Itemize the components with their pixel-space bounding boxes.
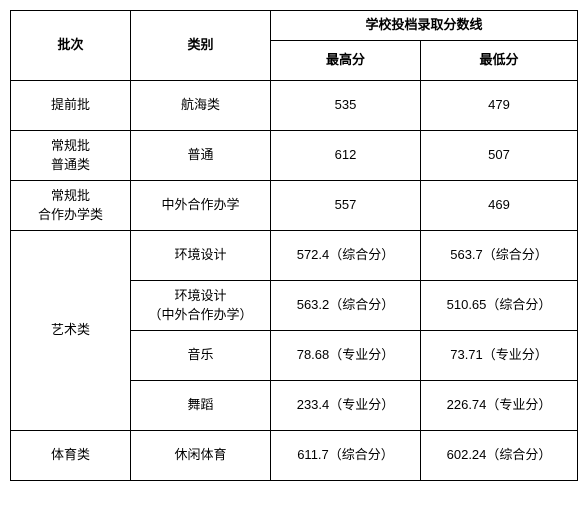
cell-category: 环境设计（中外合作办学） bbox=[131, 281, 271, 331]
header-lowest: 最低分 bbox=[421, 41, 578, 81]
cell-highest: 78.68（专业分） bbox=[271, 331, 421, 381]
cell-category: 普通 bbox=[131, 131, 271, 181]
header-batch: 批次 bbox=[11, 11, 131, 81]
table-row: 常规批合作办学类中外合作办学557469 bbox=[11, 181, 578, 231]
cell-highest: 572.4（综合分） bbox=[271, 231, 421, 281]
header-category: 类别 bbox=[131, 11, 271, 81]
cell-batch: 常规批普通类 bbox=[11, 131, 131, 181]
cell-lowest: 563.7（综合分） bbox=[421, 231, 578, 281]
cell-batch: 艺术类 bbox=[11, 231, 131, 431]
cell-highest: 535 bbox=[271, 81, 421, 131]
table-row: 提前批航海类535479 bbox=[11, 81, 578, 131]
cell-lowest: 469 bbox=[421, 181, 578, 231]
table-header: 批次 类别 学校投档录取分数线 最高分 最低分 bbox=[11, 11, 578, 81]
table-row: 常规批普通类普通612507 bbox=[11, 131, 578, 181]
cell-lowest: 226.74（专业分） bbox=[421, 381, 578, 431]
cell-batch: 常规批合作办学类 bbox=[11, 181, 131, 231]
cell-lowest: 510.65（综合分） bbox=[421, 281, 578, 331]
header-scoreline: 学校投档录取分数线 bbox=[271, 11, 578, 41]
cell-highest: 557 bbox=[271, 181, 421, 231]
cell-category: 舞蹈 bbox=[131, 381, 271, 431]
cell-highest: 612 bbox=[271, 131, 421, 181]
table-body: 提前批航海类535479常规批普通类普通612507常规批合作办学类中外合作办学… bbox=[11, 81, 578, 481]
cell-lowest: 602.24（综合分） bbox=[421, 431, 578, 481]
cell-lowest: 73.71（专业分） bbox=[421, 331, 578, 381]
cell-batch: 体育类 bbox=[11, 431, 131, 481]
table-row: 体育类休闲体育611.7（综合分）602.24（综合分） bbox=[11, 431, 578, 481]
cell-highest: 611.7（综合分） bbox=[271, 431, 421, 481]
cell-category: 中外合作办学 bbox=[131, 181, 271, 231]
cell-category: 航海类 bbox=[131, 81, 271, 131]
header-highest: 最高分 bbox=[271, 41, 421, 81]
cell-category: 音乐 bbox=[131, 331, 271, 381]
header-row-1: 批次 类别 学校投档录取分数线 bbox=[11, 11, 578, 41]
cell-category: 环境设计 bbox=[131, 231, 271, 281]
table-row: 艺术类环境设计572.4（综合分）563.7（综合分） bbox=[11, 231, 578, 281]
cell-highest: 563.2（综合分） bbox=[271, 281, 421, 331]
cell-category: 休闲体育 bbox=[131, 431, 271, 481]
admission-score-table: 批次 类别 学校投档录取分数线 最高分 最低分 提前批航海类535479常规批普… bbox=[10, 10, 578, 481]
cell-highest: 233.4（专业分） bbox=[271, 381, 421, 431]
cell-batch: 提前批 bbox=[11, 81, 131, 131]
cell-lowest: 479 bbox=[421, 81, 578, 131]
cell-lowest: 507 bbox=[421, 131, 578, 181]
